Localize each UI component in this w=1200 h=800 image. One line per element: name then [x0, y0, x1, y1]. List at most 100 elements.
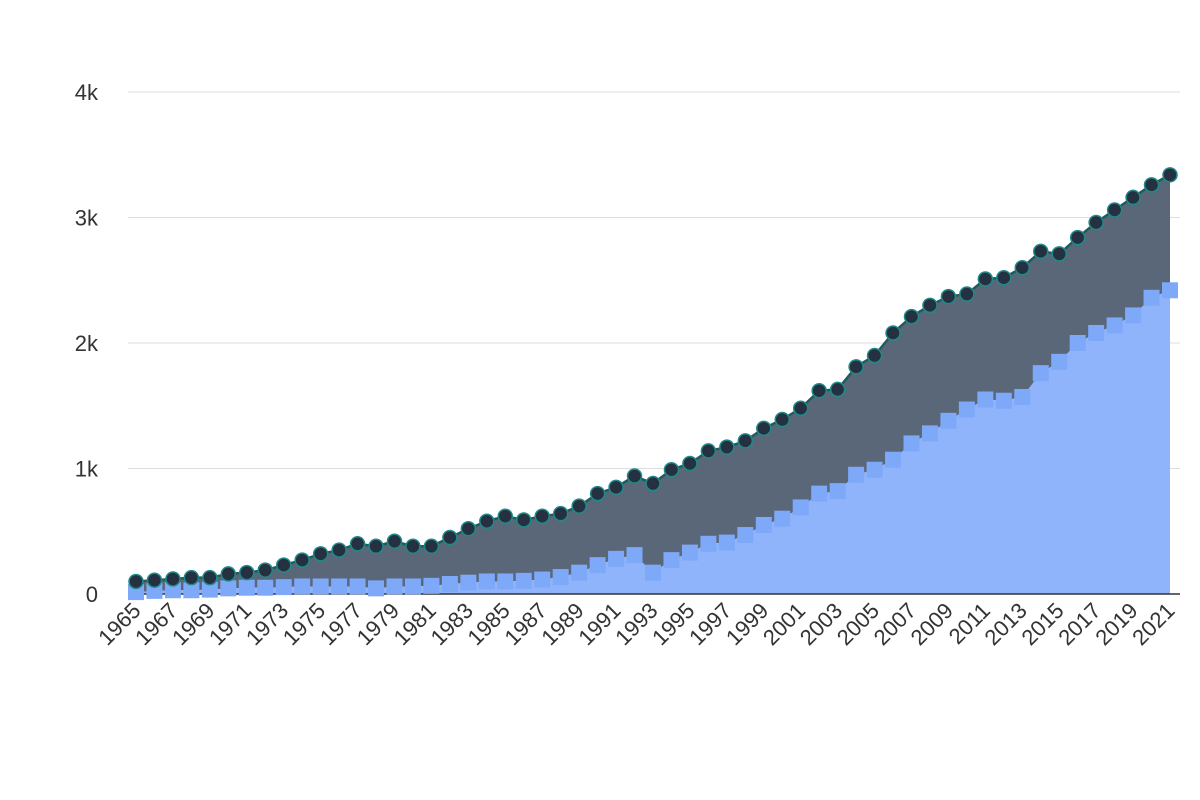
- marker-series-1: [128, 584, 144, 601]
- marker-series-1: [257, 579, 274, 596]
- marker-series-2: [294, 552, 310, 568]
- x-axis: 1965196719691971197319751977197919811983…: [93, 598, 1179, 650]
- marker-series-2: [1033, 243, 1049, 260]
- marker-series-2: [940, 288, 957, 305]
- marker-series-2: [996, 269, 1012, 286]
- marker-series-1: [404, 578, 421, 595]
- marker-series-1: [552, 569, 569, 586]
- marker-series-1: [829, 483, 846, 500]
- marker-series-1: [995, 392, 1012, 409]
- marker-series-1: [866, 461, 883, 478]
- marker-series-1: [238, 579, 255, 596]
- marker-series-2: [774, 411, 790, 428]
- marker-series-2: [885, 325, 901, 341]
- marker-series-2: [1014, 259, 1031, 276]
- area-series-2: [136, 174, 1170, 593]
- marker-series-2: [165, 571, 181, 587]
- marker-series-1: [571, 564, 588, 581]
- marker-series-1: [663, 552, 680, 569]
- marker-series-1: [792, 499, 809, 516]
- marker-series-2: [922, 297, 938, 314]
- marker-series-2: [645, 475, 661, 492]
- marker-series-2: [349, 536, 366, 552]
- marker-series-2: [183, 569, 200, 586]
- marker-series-1: [1069, 335, 1086, 351]
- marker-series-1: [737, 527, 754, 544]
- y-axis: 0 1k 2k 3k 4k: [75, 80, 99, 607]
- marker-series-2: [1106, 202, 1123, 218]
- marker-series-1: [201, 581, 218, 598]
- marker-series-2: [386, 533, 403, 550]
- marker-series-1: [645, 564, 661, 581]
- marker-series-2: [423, 538, 440, 555]
- marker-series-2: [479, 513, 495, 529]
- marker-series-2: [1069, 229, 1086, 246]
- marker-series-2: [257, 562, 273, 578]
- y-tick-label: 1k: [75, 457, 99, 482]
- marker-series-2: [829, 381, 846, 398]
- marker-series-2: [368, 538, 384, 555]
- marker-series-2: [682, 455, 698, 472]
- marker-series-1: [146, 582, 163, 599]
- marker-series-1: [312, 578, 329, 595]
- marker-series-2: [405, 538, 421, 555]
- marker-series-1: [811, 485, 828, 502]
- marker-series-2: [1162, 167, 1178, 183]
- marker-series-1: [331, 578, 348, 595]
- marker-series-1: [1088, 324, 1105, 341]
- marker-series-1: [1125, 307, 1142, 324]
- marker-series-1: [626, 547, 643, 564]
- marker-series-2: [552, 505, 569, 522]
- marker-series-2: [460, 520, 477, 537]
- marker-series-1: [1014, 388, 1031, 405]
- marker-series-2: [700, 443, 717, 459]
- marker-series-1: [349, 578, 366, 595]
- y-tick-label: 4k: [75, 80, 99, 105]
- area-series-1: [136, 290, 1170, 594]
- marker-series-1: [1162, 282, 1178, 299]
- marker-series-1: [848, 466, 865, 483]
- marker-series-2: [756, 420, 772, 437]
- marker-series-1: [1106, 317, 1123, 334]
- marker-series-2: [202, 569, 218, 586]
- marker-series-2: [792, 400, 809, 417]
- y-tick-label: 0: [86, 582, 98, 607]
- marker-series-2: [866, 347, 883, 364]
- marker-series-2: [128, 573, 144, 590]
- marker-series-2: [626, 468, 643, 484]
- marker-series-2: [663, 462, 680, 478]
- marker-series-2: [1143, 177, 1160, 193]
- marker-series-1: [885, 451, 902, 468]
- marker-series-2: [811, 382, 827, 399]
- marker-series-2: [977, 271, 994, 287]
- marker-series-1: [921, 425, 938, 442]
- marker-series-2: [146, 572, 163, 588]
- marker-series-1: [1032, 365, 1049, 382]
- marker-series-1: [700, 535, 717, 552]
- y-tick-label: 3k: [75, 206, 99, 231]
- marker-series-2: [312, 546, 329, 562]
- marker-series-2: [719, 439, 735, 455]
- marker-series-2: [534, 508, 550, 524]
- marker-series-1: [497, 573, 514, 590]
- marker-series-2: [571, 498, 587, 514]
- marker-series-1: [515, 572, 532, 589]
- marker-series-1: [478, 573, 495, 590]
- marker-series-1: [460, 574, 477, 591]
- marker-series-1: [940, 412, 957, 429]
- marker-series-1: [368, 580, 385, 597]
- marker-series-2: [239, 564, 255, 581]
- marker-series-1: [718, 534, 735, 551]
- marker-series-1: [275, 579, 292, 596]
- marker-series-1: [164, 582, 181, 599]
- marker-series-2: [497, 508, 514, 524]
- marker-series-1: [681, 544, 698, 561]
- marker-series-2: [737, 433, 754, 449]
- chart-markers: [128, 167, 1178, 601]
- marker-series-1: [608, 550, 625, 567]
- marker-series-1: [441, 575, 458, 592]
- marker-series-2: [516, 512, 532, 528]
- marker-series-1: [294, 578, 311, 595]
- marker-series-1: [774, 510, 791, 527]
